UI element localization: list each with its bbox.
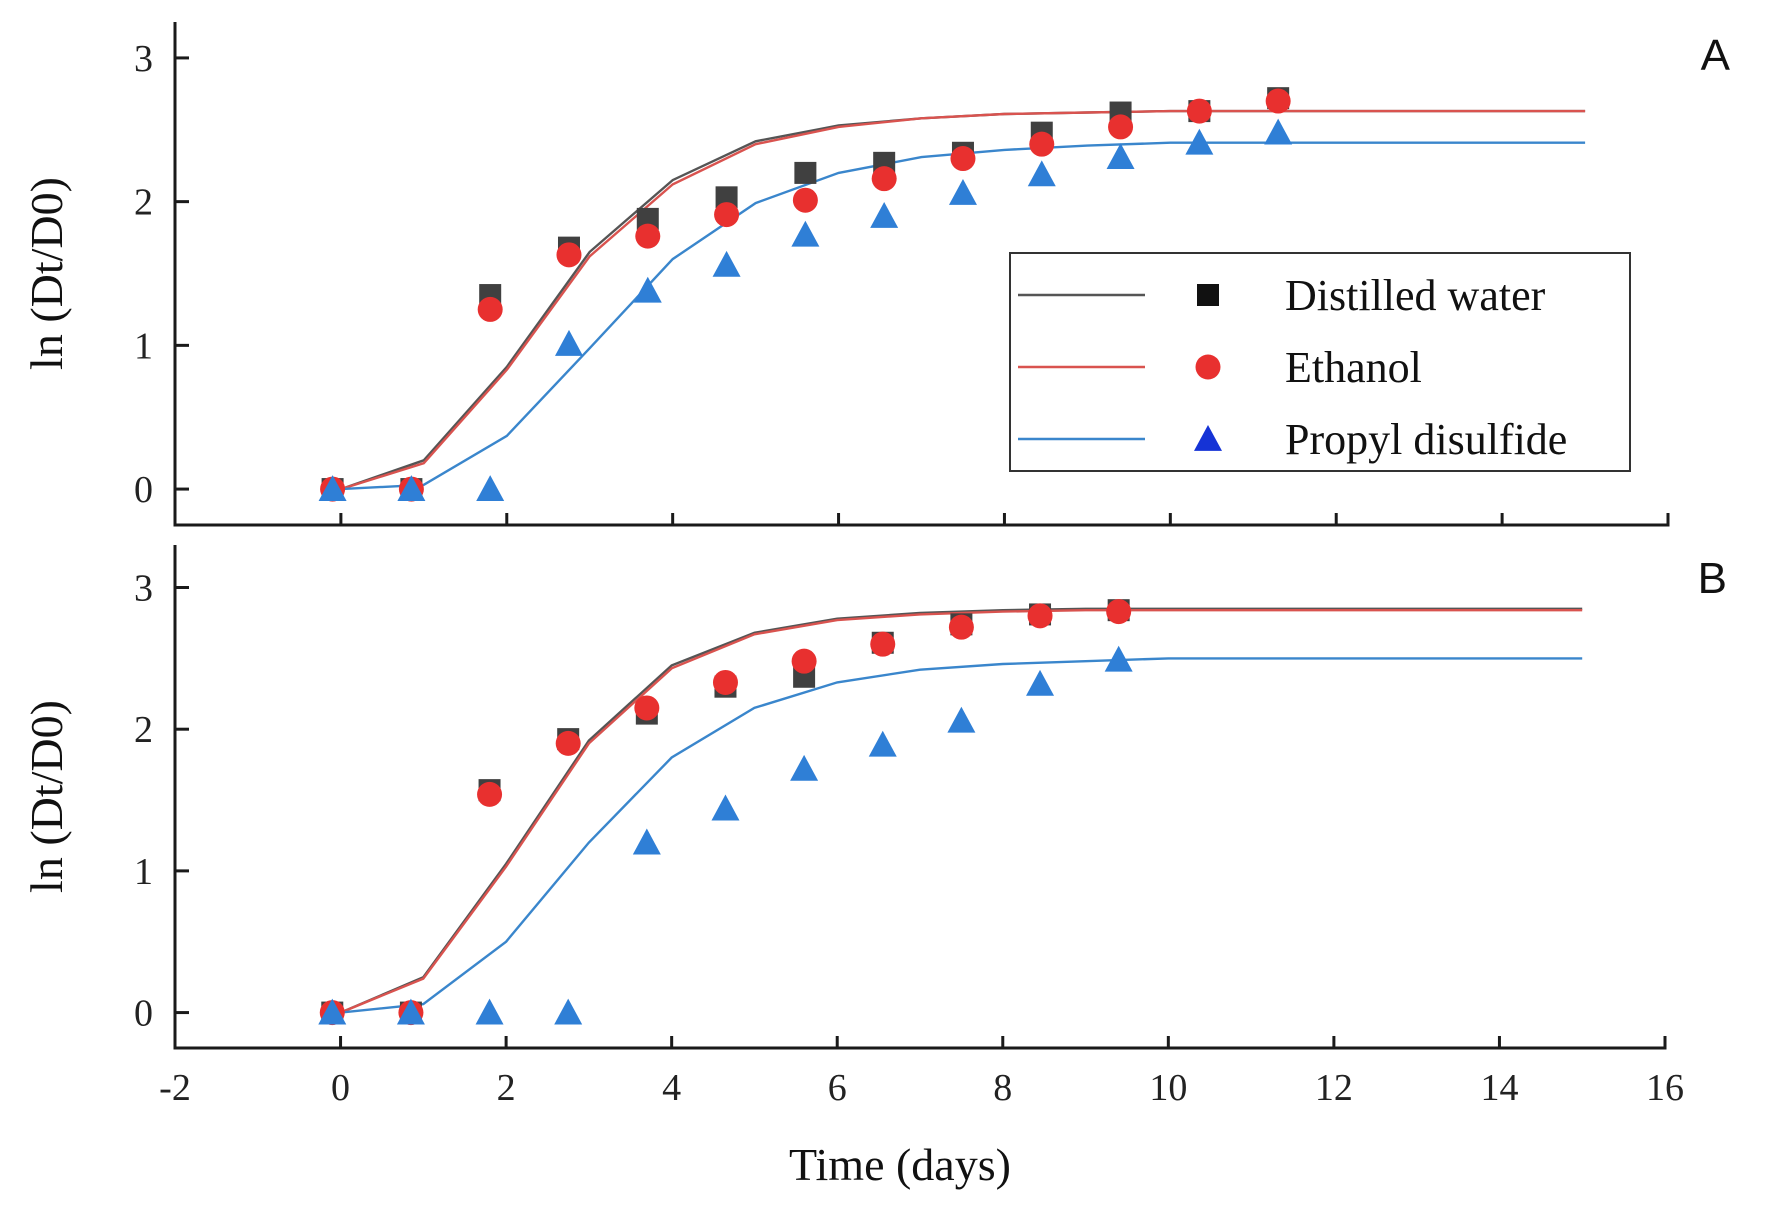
data-point-ethanol xyxy=(1186,98,1212,124)
data-point-propyl xyxy=(868,730,897,757)
legend-marker-propyl xyxy=(1194,425,1222,451)
data-point-propyl xyxy=(396,998,425,1025)
y-tick-label: 1 xyxy=(134,325,153,367)
data-point-propyl xyxy=(554,998,583,1025)
data-point-distilled_water xyxy=(794,161,817,184)
fit-line-ethanol xyxy=(340,609,1583,1014)
x-tick-label: 10 xyxy=(1149,1067,1187,1109)
x-axis-title: Time (days) xyxy=(789,1139,1011,1190)
data-point-ethanol xyxy=(635,223,661,249)
data-point-ethanol xyxy=(714,202,740,228)
data-point-propyl xyxy=(1185,128,1214,155)
panel-label: B xyxy=(1698,554,1727,603)
x-tick-label: -2 xyxy=(159,1067,191,1109)
data-point-ethanol xyxy=(792,187,818,213)
y-axis-title: ln (Dt/D0) xyxy=(21,700,72,893)
x-tick-label: 6 xyxy=(828,1067,847,1109)
fit-line-propyl xyxy=(340,657,1583,1014)
data-point-ethanol xyxy=(948,614,974,640)
x-tick-label: 4 xyxy=(662,1067,681,1109)
legend-marker-distilled_water xyxy=(1197,284,1219,306)
data-point-propyl xyxy=(712,250,741,277)
data-point-ethanol xyxy=(870,631,896,657)
data-point-propyl xyxy=(711,794,740,821)
data-point-propyl xyxy=(870,202,899,228)
x-tick-label: 2 xyxy=(497,1067,516,1109)
data-point-ethanol xyxy=(1108,114,1134,140)
x-tick-label: 12 xyxy=(1315,1067,1353,1109)
y-tick-label: 2 xyxy=(134,709,153,751)
data-point-distilled_water xyxy=(715,186,738,209)
legend-label-propyl: Propyl disulfide xyxy=(1285,415,1567,464)
data-point-propyl xyxy=(791,220,820,247)
data-point-propyl xyxy=(1026,669,1055,696)
data-point-propyl xyxy=(947,706,976,733)
data-point-distilled_water xyxy=(636,207,659,230)
fit-line-ethanol xyxy=(340,109,1586,491)
y-tick-label: 3 xyxy=(134,568,153,610)
fit-line-distilled_water xyxy=(340,607,1583,1014)
data-point-propyl xyxy=(790,754,819,781)
x-tick-label: 16 xyxy=(1646,1067,1684,1109)
data-point-propyl xyxy=(1106,143,1135,169)
legend-box xyxy=(1009,252,1631,472)
data-point-propyl xyxy=(1104,645,1133,672)
data-point-propyl xyxy=(1264,118,1293,145)
data-point-ethanol xyxy=(1106,599,1132,625)
data-point-propyl xyxy=(633,276,662,303)
panel-label: A xyxy=(1701,31,1731,80)
data-point-propyl xyxy=(476,475,505,501)
data-point-ethanol xyxy=(634,695,660,721)
data-point-ethanol xyxy=(477,296,503,322)
data-point-propyl xyxy=(554,329,583,356)
x-tick-label: 8 xyxy=(993,1067,1012,1109)
data-point-propyl xyxy=(397,475,426,501)
data-point-ethanol xyxy=(1265,88,1291,114)
y-axis-title: ln (Dt/D0) xyxy=(21,177,72,370)
data-point-propyl xyxy=(318,998,347,1025)
legend: Distilled water Ethanol Propyl disulfide xyxy=(1009,252,1631,472)
y-tick-label: 3 xyxy=(134,38,153,80)
data-point-propyl xyxy=(948,179,977,205)
axes-frame xyxy=(173,545,1667,1050)
data-point-propyl xyxy=(475,998,504,1025)
x-tick-label: 0 xyxy=(331,1067,350,1109)
data-point-ethanol xyxy=(555,730,581,756)
y-tick-label: 0 xyxy=(134,469,153,511)
data-point-ethanol xyxy=(950,146,976,172)
data-point-propyl xyxy=(632,828,661,855)
data-point-ethanol xyxy=(1029,131,1055,157)
legend-label-ethanol: Ethanol xyxy=(1285,343,1422,392)
y-tick-label: 2 xyxy=(134,182,153,224)
data-point-ethanol xyxy=(712,669,738,695)
legend-marker-ethanol xyxy=(1195,354,1221,380)
data-point-propyl xyxy=(318,475,347,501)
data-point-ethanol xyxy=(791,648,817,674)
data-point-ethanol xyxy=(1027,603,1053,629)
x-tick-label: 14 xyxy=(1480,1067,1518,1109)
legend-label-distilled_water: Distilled water xyxy=(1285,271,1546,320)
data-point-propyl xyxy=(1027,160,1056,187)
panel-a: 0 1 2 3 ln (Dt/D0) A xyxy=(21,22,1731,527)
data-point-ethanol xyxy=(477,781,503,807)
y-tick-label: 1 xyxy=(134,851,153,893)
y-tick-label: 0 xyxy=(134,993,153,1035)
data-point-ethanol xyxy=(556,242,582,268)
data-point-ethanol xyxy=(871,166,897,192)
